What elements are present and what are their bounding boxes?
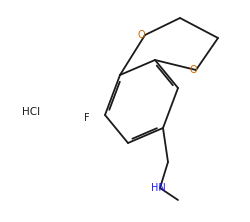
Text: F: F [84,113,89,123]
Text: O: O [137,30,144,40]
Text: HCl: HCl [22,107,40,117]
Text: HN: HN [150,183,165,193]
Text: O: O [188,65,196,75]
